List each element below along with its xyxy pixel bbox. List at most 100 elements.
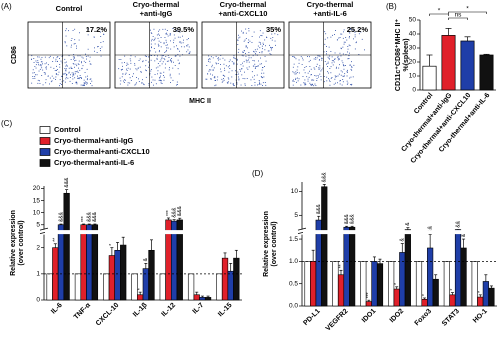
event-dot bbox=[334, 75, 336, 77]
event-dot bbox=[260, 42, 261, 44]
event-dot bbox=[248, 55, 250, 57]
event-dot bbox=[61, 84, 62, 85]
event-dot bbox=[53, 57, 54, 59]
event-dot bbox=[254, 82, 256, 83]
x-tick-label: IL-1β bbox=[132, 301, 149, 318]
event-dot bbox=[65, 30, 67, 32]
event-dot bbox=[170, 59, 171, 61]
event-dot bbox=[269, 44, 270, 46]
event-dot bbox=[86, 83, 88, 85]
event-dot bbox=[218, 57, 219, 59]
event-dot bbox=[297, 77, 298, 79]
event-dot bbox=[39, 64, 41, 66]
event-dot bbox=[314, 83, 316, 85]
event-dot bbox=[258, 60, 259, 62]
event-dot bbox=[213, 77, 215, 79]
x-tick-label: VEGFR2 bbox=[325, 308, 350, 333]
event-dot bbox=[164, 59, 166, 61]
event-dot bbox=[165, 44, 167, 46]
event-dot bbox=[293, 81, 295, 82]
event-dot bbox=[248, 52, 250, 53]
event-dot bbox=[220, 68, 221, 70]
event-dot bbox=[73, 63, 75, 65]
event-dot bbox=[82, 65, 84, 67]
bar bbox=[176, 219, 183, 301]
event-dot bbox=[307, 80, 309, 82]
event-dot bbox=[307, 56, 308, 57]
event-dot bbox=[212, 69, 214, 71]
event-dot bbox=[65, 61, 67, 63]
event-dot bbox=[77, 77, 79, 79]
event-dot bbox=[342, 62, 344, 64]
event-dot bbox=[248, 30, 250, 32]
event-dot bbox=[347, 58, 349, 60]
event-dot bbox=[352, 76, 354, 78]
event-dot bbox=[222, 80, 224, 82]
event-dot bbox=[315, 57, 316, 59]
significance-label: * bbox=[394, 283, 400, 285]
event-dot bbox=[31, 58, 32, 60]
gate-percent: 35% bbox=[266, 25, 281, 34]
event-dot bbox=[87, 82, 88, 84]
event-dot bbox=[87, 75, 88, 77]
event-dot bbox=[32, 76, 34, 77]
event-dot bbox=[265, 84, 267, 86]
event-dot bbox=[316, 57, 318, 59]
event-dot bbox=[240, 70, 241, 72]
event-dot bbox=[244, 39, 246, 41]
y-axis-label: CD11c⁺CD86⁺MHC II⁺ bbox=[395, 19, 402, 91]
event-dot bbox=[216, 79, 218, 81]
event-dot bbox=[251, 71, 253, 73]
event-dot bbox=[212, 57, 214, 59]
event-dot bbox=[188, 46, 190, 48]
event-dot bbox=[217, 76, 219, 78]
plot-title: Cryo-thermal bbox=[220, 0, 267, 9]
event-dot bbox=[348, 37, 350, 39]
event-dot bbox=[169, 33, 171, 34]
event-dot bbox=[51, 75, 53, 77]
event-dot bbox=[163, 71, 165, 73]
event-dot bbox=[102, 41, 104, 43]
significance-label: *** bbox=[366, 292, 372, 298]
event-dot bbox=[315, 85, 317, 86]
event-dot bbox=[166, 49, 167, 51]
event-dot bbox=[171, 58, 172, 59]
event-dot bbox=[294, 73, 296, 75]
event-dot bbox=[331, 62, 333, 64]
bar bbox=[91, 224, 99, 301]
event-dot bbox=[231, 61, 233, 63]
event-dot bbox=[263, 72, 265, 74]
event-dot bbox=[171, 61, 172, 63]
event-dot bbox=[303, 82, 305, 84]
event-dot bbox=[309, 70, 310, 72]
event-dot bbox=[323, 76, 325, 77]
event-dot bbox=[243, 50, 245, 52]
event-dot bbox=[166, 33, 168, 35]
event-dot bbox=[313, 79, 315, 81]
event-dot bbox=[166, 30, 168, 31]
event-dot bbox=[207, 73, 209, 75]
event-dot bbox=[151, 33, 153, 34]
event-dot bbox=[32, 69, 34, 71]
event-dot bbox=[158, 40, 160, 42]
event-dot bbox=[358, 33, 360, 35]
event-dot bbox=[75, 59, 77, 61]
event-dot bbox=[329, 79, 330, 81]
event-dot bbox=[69, 80, 71, 82]
event-dot bbox=[208, 70, 210, 72]
event-dot bbox=[129, 82, 131, 84]
event-dot bbox=[79, 55, 81, 57]
event-dot bbox=[335, 82, 336, 84]
event-dot bbox=[80, 84, 82, 86]
event-dot bbox=[70, 46, 72, 48]
event-dot bbox=[253, 51, 255, 53]
event-dot bbox=[159, 77, 160, 79]
event-dot bbox=[350, 76, 352, 78]
event-dot bbox=[161, 57, 163, 59]
event-dot bbox=[328, 57, 330, 59]
significance-label: &&& bbox=[87, 211, 93, 222]
event-dot bbox=[267, 50, 269, 52]
event-dot bbox=[31, 55, 33, 57]
event-dot bbox=[236, 74, 238, 75]
event-dot bbox=[261, 52, 263, 54]
